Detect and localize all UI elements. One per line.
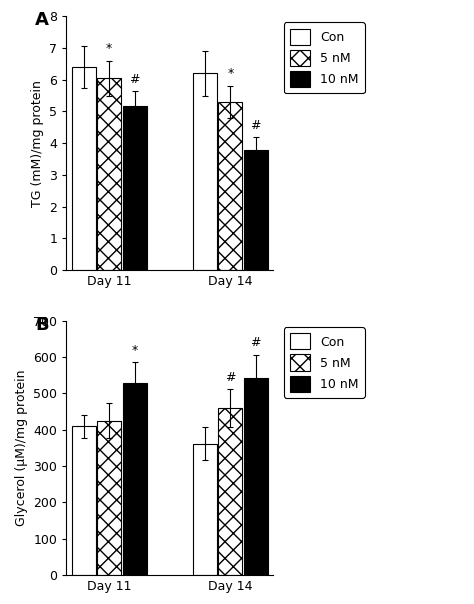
Bar xyxy=(244,150,268,270)
Bar xyxy=(193,443,217,575)
Legend: Con, 5 nM, 10 nM: Con, 5 nM, 10 nM xyxy=(284,22,365,93)
Bar xyxy=(219,408,243,575)
Text: #: # xyxy=(225,370,236,384)
Bar xyxy=(97,421,121,575)
Text: #: # xyxy=(251,336,261,349)
Y-axis label: TG (mM)/mg protein: TG (mM)/mg protein xyxy=(31,80,44,207)
Y-axis label: Glycerol (μM)/mg protein: Glycerol (μM)/mg protein xyxy=(15,370,27,526)
Bar xyxy=(193,73,217,270)
Bar xyxy=(244,378,268,575)
Bar xyxy=(219,102,243,270)
Text: *: * xyxy=(106,42,112,55)
Text: *: * xyxy=(228,68,234,80)
Text: #: # xyxy=(129,73,140,86)
Bar xyxy=(72,67,96,270)
Bar xyxy=(97,78,121,270)
Text: *: * xyxy=(131,344,138,357)
Text: B: B xyxy=(35,316,49,334)
Legend: Con, 5 nM, 10 nM: Con, 5 nM, 10 nM xyxy=(284,327,365,398)
Text: A: A xyxy=(35,11,49,29)
Text: #: # xyxy=(251,119,261,132)
Bar xyxy=(123,384,146,575)
Bar xyxy=(123,106,146,270)
Bar xyxy=(72,426,96,575)
